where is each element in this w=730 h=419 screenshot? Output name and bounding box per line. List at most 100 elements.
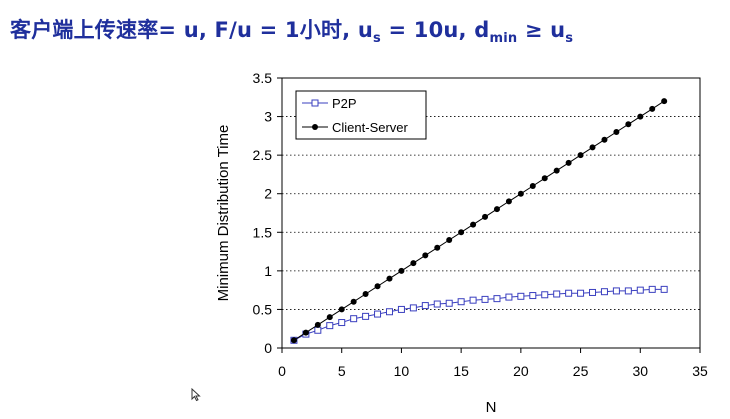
data-point-client-server-8 — [374, 283, 381, 290]
y-tick-label-1.5: 1.5 — [253, 224, 273, 240]
x-tick-label-10: 10 — [394, 363, 410, 379]
data-point-p2p-22 — [541, 291, 549, 299]
data-point-client-server-3 — [314, 321, 321, 328]
data-point-p2p-15 — [457, 298, 465, 306]
x-tick-label-25: 25 — [573, 363, 589, 379]
title-mid: = 10u, d — [380, 18, 490, 42]
data-point-client-server-23 — [553, 167, 560, 174]
data-point-client-server-22 — [541, 175, 548, 182]
data-point-p2p-16 — [469, 296, 477, 304]
x-tick-label-30: 30 — [632, 363, 648, 379]
data-point-p2p-5 — [338, 319, 346, 327]
data-point-client-server-19 — [505, 198, 512, 205]
y-tick-label-3: 3 — [264, 109, 272, 125]
data-point-client-server-6 — [350, 298, 357, 305]
data-point-client-server-4 — [326, 314, 333, 321]
series-line-0 — [293, 288, 665, 341]
data-point-client-server-20 — [517, 190, 524, 197]
y-tick-label-2: 2 — [264, 186, 272, 202]
data-point-p2p-25 — [577, 289, 585, 297]
data-point-client-server-32 — [661, 98, 668, 105]
data-point-client-server-13 — [434, 244, 441, 251]
series-client-server — [290, 98, 668, 344]
series-p2p — [290, 285, 668, 344]
data-point-p2p-20 — [517, 292, 525, 300]
x-tick-label-5: 5 — [338, 363, 346, 379]
y-axis-title: Minimum Distribution Time — [215, 125, 232, 302]
data-point-client-server-26 — [589, 144, 596, 151]
legend-label-client-server: Client-Server — [332, 120, 409, 135]
data-point-p2p-4 — [326, 322, 334, 330]
data-point-p2p-3 — [314, 326, 322, 334]
data-point-client-server-14 — [446, 237, 453, 243]
data-point-client-server-17 — [482, 213, 489, 220]
data-point-client-server-2 — [302, 329, 309, 336]
data-point-p2p-24 — [565, 289, 573, 297]
data-point-client-server-15 — [458, 229, 465, 236]
data-point-client-server-30 — [637, 113, 644, 120]
data-point-client-server-29 — [625, 121, 632, 128]
title-subscript-min: min — [489, 31, 518, 46]
data-point-p2p-26 — [589, 288, 597, 296]
data-point-client-server-16 — [470, 221, 477, 228]
title-subscript-s2: s — [565, 31, 574, 46]
data-point-p2p-21 — [529, 292, 537, 300]
x-tick-label-20: 20 — [513, 363, 529, 379]
title-prefix: 客户端上传速率= u, F/u = 1小时, u — [10, 18, 373, 42]
data-point-p2p-23 — [553, 290, 561, 298]
legend-box — [295, 90, 427, 140]
data-point-p2p-12 — [421, 302, 429, 310]
series-layer — [290, 98, 668, 344]
data-point-p2p-31 — [648, 285, 656, 293]
data-point-p2p-29 — [624, 287, 632, 295]
data-point-p2p-32 — [660, 285, 668, 293]
legend: P2P Client-Server — [295, 90, 427, 140]
axis-ticks: 0 0.5 1 1.5 2 2.5 3 3.5 0 5 10 15 20 25 30 35 — [253, 70, 708, 379]
data-point-client-server-28 — [613, 129, 620, 135]
plot-area — [281, 77, 701, 349]
data-point-client-server-18 — [493, 206, 500, 213]
data-point-p2p-30 — [636, 286, 644, 294]
x-axis-title: N — [486, 399, 497, 416]
data-point-client-server-21 — [529, 183, 536, 189]
data-point-p2p-14 — [445, 299, 453, 307]
y-tick-label-0: 0 — [264, 340, 272, 356]
legend-label-p2p: P2P — [332, 96, 357, 111]
mouse-pointer-icon — [191, 388, 201, 402]
data-point-client-server-11 — [410, 260, 417, 267]
title-subscript-s: s — [372, 31, 381, 46]
data-point-p2p-6 — [350, 315, 358, 323]
data-point-p2p-17 — [481, 295, 489, 303]
x-tick-label-15: 15 — [453, 363, 469, 379]
data-point-p2p-7 — [362, 312, 370, 320]
data-point-p2p-11 — [409, 304, 417, 312]
y-tick-label-0.5: 0.5 — [253, 301, 273, 317]
x-tick-label-35: 35 — [692, 363, 708, 379]
data-point-p2p-9 — [385, 308, 393, 316]
data-point-client-server-7 — [362, 291, 369, 297]
data-point-p2p-8 — [374, 310, 382, 318]
data-point-client-server-12 — [422, 252, 429, 259]
legend-marker-client-server — [312, 124, 318, 130]
y-tick-label-3.5: 3.5 — [253, 70, 273, 86]
slide-title: 客户端上传速率= u, F/u = 1小时, us = 10u, dmin ≥ … — [10, 14, 573, 46]
data-point-client-server-10 — [398, 267, 405, 274]
data-point-p2p-19 — [505, 293, 513, 301]
data-point-p2p-10 — [397, 305, 405, 313]
data-point-client-server-31 — [649, 105, 656, 112]
title-geq: ≥ u — [517, 18, 566, 42]
y-tick-label-1: 1 — [264, 263, 272, 279]
data-point-p2p-13 — [433, 300, 441, 308]
x-tick-label-0: 0 — [278, 363, 286, 379]
data-point-p2p-27 — [600, 288, 608, 296]
data-point-client-server-5 — [338, 306, 345, 313]
data-point-client-server-24 — [565, 159, 572, 166]
data-point-p2p-18 — [493, 295, 501, 303]
data-point-client-server-27 — [601, 136, 608, 143]
data-point-client-server-25 — [577, 152, 584, 159]
grid-lines — [282, 116, 700, 310]
data-point-p2p-28 — [612, 287, 620, 295]
data-point-client-server-1 — [290, 337, 297, 344]
data-point-client-server-9 — [386, 275, 393, 282]
